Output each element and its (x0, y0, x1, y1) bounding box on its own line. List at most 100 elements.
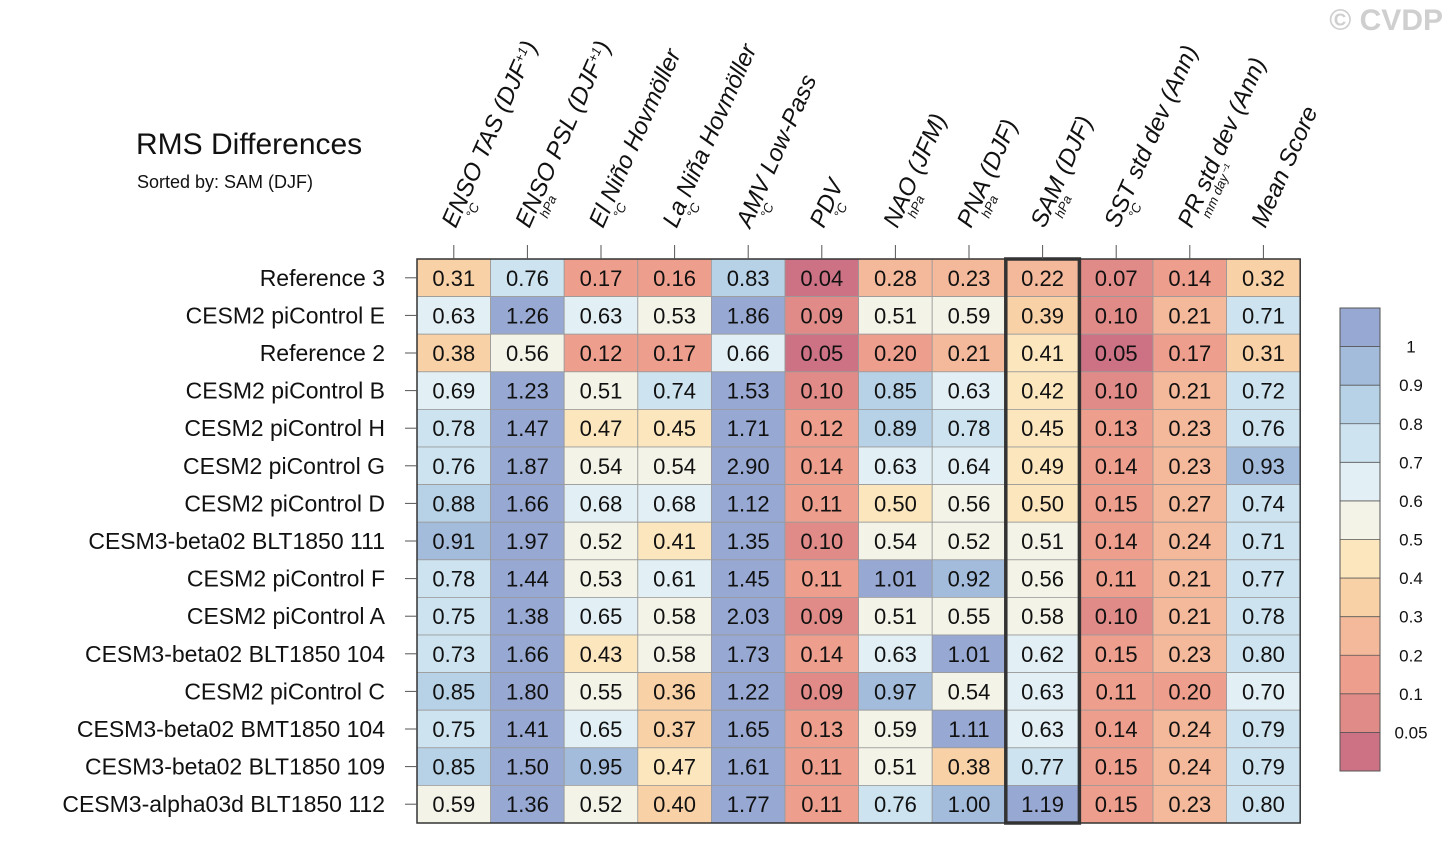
cell-value-label: 0.83 (727, 266, 770, 291)
cell-value-label: 0.63 (580, 303, 623, 328)
cell-value-label: 0.78 (432, 567, 475, 592)
heatmap-cell (416, 747, 491, 786)
heatmap-cell (711, 333, 786, 373)
cell-value-label: 0.56 (506, 341, 549, 366)
heatmap-cell (858, 446, 933, 485)
heatmap-cell (1079, 709, 1154, 749)
colorbar-segment (1340, 500, 1380, 540)
row-label: CESM2 piControl B (186, 378, 385, 404)
heatmap-cell (1005, 258, 1080, 297)
colorbar-tick-label: 0.05 (1394, 723, 1427, 742)
colorbar-segment (1340, 385, 1380, 424)
cell-value-label: 0.45 (1021, 416, 1064, 441)
colorbar-tick-label: 0.4 (1399, 569, 1423, 588)
cell-value-label: 0.59 (874, 717, 917, 742)
heatmap-cell (416, 296, 491, 335)
colorbar-segment (1340, 462, 1380, 501)
cell-value-label: 1.97 (506, 529, 549, 554)
cell-value-label: 1.77 (727, 792, 770, 817)
cell-value-label: 0.38 (948, 755, 991, 780)
row-label: CESM3-beta02 BLT1850 104 (85, 641, 385, 667)
cell-value-label: 0.45 (653, 416, 696, 441)
heatmap-cell (1079, 258, 1154, 297)
cell-value-label: 0.51 (1021, 529, 1064, 554)
heatmap-cell (490, 371, 565, 410)
cell-value-label: 0.32 (1242, 266, 1285, 291)
cell-value-label: 1.86 (727, 303, 770, 328)
row-label: CESM3-beta02 BLT1850 111 (88, 528, 385, 554)
colorbar-tick-label: 1 (1406, 338, 1415, 357)
cell-value-label: 0.78 (432, 416, 475, 441)
heatmap-cell (490, 296, 565, 335)
cell-value-label: 0.16 (653, 266, 696, 291)
colorbar-segment (1340, 655, 1380, 694)
heatmap-cell (931, 634, 1007, 673)
cell-value-label: 0.54 (948, 679, 991, 704)
cell-value-label: 1.73 (727, 642, 770, 667)
heatmap-cell (490, 258, 565, 297)
heatmap-cell (1226, 559, 1301, 598)
cell-value-label: 0.74 (653, 379, 696, 404)
column-unit-label: °C (463, 200, 483, 220)
cell-value-label: 0.21 (1168, 303, 1211, 328)
cell-value-label: 1.12 (727, 491, 770, 516)
colorbar-segment (1340, 732, 1380, 771)
cell-value-label: 2.90 (727, 454, 770, 479)
cell-value-label: 0.55 (948, 604, 991, 629)
heatmap-cell (858, 408, 933, 448)
heatmap-cell (637, 672, 712, 711)
cell-value-label: 0.40 (653, 792, 696, 817)
heatmap-cell (711, 785, 786, 824)
cell-value-label: 0.24 (1168, 529, 1211, 554)
cell-value-label: 0.72 (1242, 379, 1285, 404)
cell-value-label: 0.51 (874, 303, 917, 328)
heatmap-cell (1152, 672, 1227, 711)
cell-value-label: 1.66 (506, 642, 549, 667)
cell-value-label: 0.37 (653, 717, 696, 742)
cell-value-label: 1.36 (506, 792, 549, 817)
heatmap-cell (637, 559, 712, 598)
cell-value-label: 0.15 (1095, 642, 1138, 667)
chart-title: RMS Differences (136, 128, 363, 161)
cell-value-label: 0.11 (801, 755, 842, 780)
heatmap-cell (1152, 258, 1227, 297)
heatmap-cell (1152, 634, 1227, 673)
colorbar-tick-label: 0.2 (1399, 646, 1423, 665)
cell-value-label: 0.14 (800, 454, 843, 479)
heatmap-cell (1226, 333, 1301, 373)
cell-value-label: 0.70 (1242, 679, 1285, 704)
row-label: CESM2 piControl A (187, 603, 386, 629)
cell-value-label: 0.47 (580, 416, 623, 441)
row-label: CESM3-beta02 BLT1850 109 (85, 754, 385, 780)
heatmap-cell (637, 296, 712, 335)
cell-value-label: 0.71 (1242, 303, 1285, 328)
cell-value-label: 0.77 (1242, 567, 1285, 592)
cell-value-label: 0.76 (874, 792, 917, 817)
cell-value-label: 0.17 (580, 266, 623, 291)
cell-value-label: 0.51 (874, 755, 917, 780)
cell-value-label: 0.14 (1168, 266, 1211, 291)
heatmap-cell (784, 296, 859, 335)
cell-value-label: 1.71 (727, 416, 770, 441)
heatmap-cell (931, 709, 1007, 749)
heatmap-cell (637, 258, 712, 297)
cell-value-label: 0.41 (1021, 341, 1064, 366)
heatmap-cell (858, 785, 933, 824)
cell-value-label: 0.63 (1021, 717, 1064, 742)
cell-value-label: 0.09 (800, 679, 843, 704)
cell-value-label: 0.73 (432, 642, 475, 667)
heatmap-cell (858, 709, 933, 749)
heatmap-cell (416, 672, 491, 711)
cell-value-label: 0.13 (1095, 416, 1138, 441)
cell-value-label: 0.53 (653, 303, 696, 328)
cell-value-label: 0.97 (874, 679, 917, 704)
cell-value-label: 0.56 (1021, 567, 1064, 592)
cell-value-label: 0.76 (1242, 416, 1285, 441)
heatmap-cell (637, 408, 712, 448)
heatmap-cell (637, 333, 712, 373)
heatmap-cell (1005, 747, 1080, 786)
cell-value-label: 0.79 (1242, 717, 1285, 742)
colorbar-segment (1340, 539, 1380, 579)
colorbar-tick-label: 0.3 (1399, 608, 1423, 627)
heatmap-cell (1152, 747, 1227, 786)
